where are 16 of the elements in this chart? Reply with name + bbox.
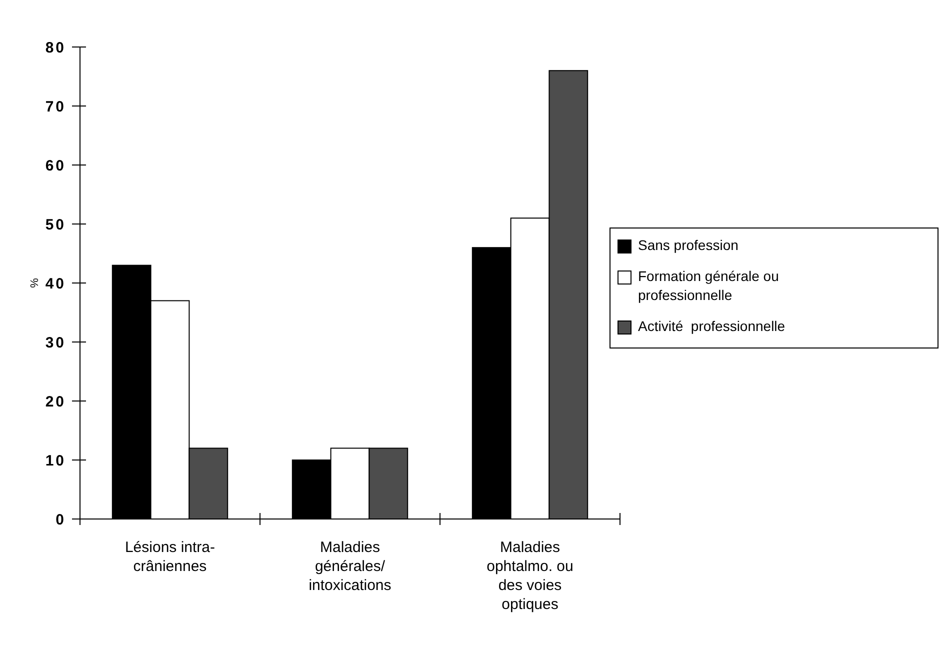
x-tick-label: Lésions intra- crâniennes: [124, 539, 216, 575]
y-tick-label: 10: [45, 452, 66, 470]
y-tick-label: 40: [45, 275, 66, 292]
legend-label: Sans profession: [638, 237, 738, 253]
legend-label: Activité professionnelle: [638, 318, 786, 334]
y-axis-title: %: [29, 278, 41, 288]
y-tick-label: 70: [45, 98, 66, 116]
y-tick-label: 50: [45, 216, 66, 234]
x-tick-label: Maladies générales/ intoxications: [308, 539, 392, 594]
y-tick-label: 20: [45, 393, 66, 410]
y-tick-label: 60: [45, 157, 66, 174]
y-tick-label: 30: [45, 334, 66, 352]
legend-label: Formation générale ou professionnelle: [638, 268, 779, 303]
y-tick-label: 0: [56, 511, 66, 528]
y-tick-label: 80: [45, 39, 66, 56]
x-tick-label: Maladies ophtalmo. ou des voies optiques: [486, 539, 574, 613]
